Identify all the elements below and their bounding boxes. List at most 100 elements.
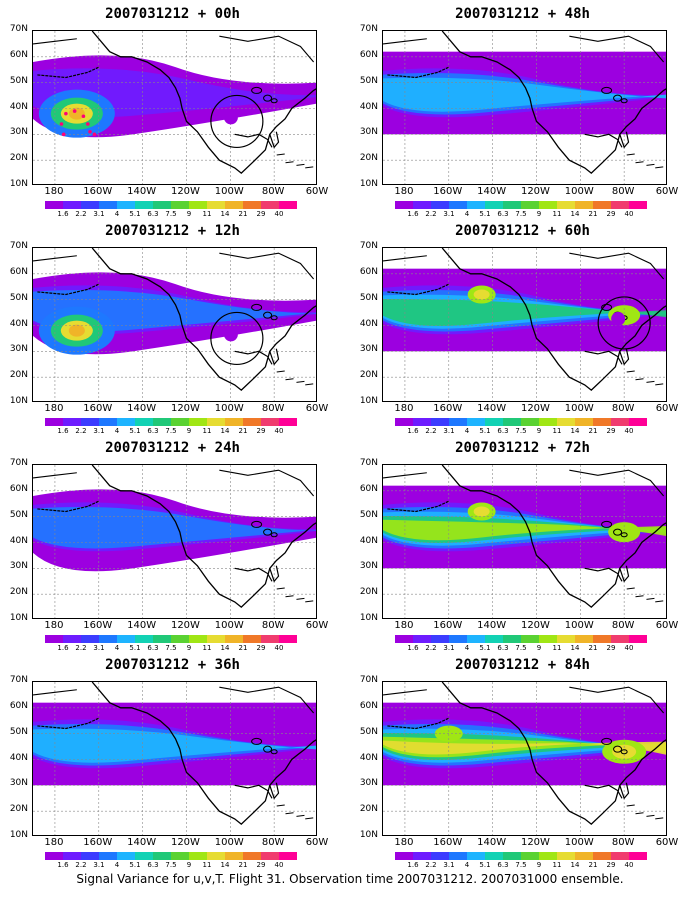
lon-tick-label: 160W <box>83 403 113 414</box>
lat-tick-label: 10N <box>359 830 378 840</box>
gulf-coast <box>584 350 623 365</box>
colorbar-swatch <box>99 635 117 643</box>
lat-tick-label: 50N <box>359 726 378 737</box>
aleutian-islands <box>387 283 450 296</box>
colorbar-label: 6.3 <box>497 644 509 652</box>
flight-track-point <box>81 114 86 119</box>
map-area <box>382 464 667 619</box>
colorbar-swatch <box>207 201 225 209</box>
colorbar-label: 11 <box>202 861 212 869</box>
colorbar-swatch <box>99 852 117 860</box>
lon-tick-label: 60W <box>655 837 679 848</box>
flight-track-point <box>59 122 64 126</box>
lon-tick-label: 160W <box>433 620 463 631</box>
colorbar-label: 2.2 <box>75 210 87 218</box>
island-outline <box>626 370 635 373</box>
panel-title: 2007031212 + 48h <box>455 6 590 22</box>
lake-outline <box>251 737 263 745</box>
colorbar <box>395 852 647 860</box>
lake-outline <box>620 749 628 755</box>
colorbar-label: 2.2 <box>75 427 87 435</box>
colorbar-swatch <box>225 201 243 209</box>
lake-outline <box>270 749 278 755</box>
siberia-coast <box>383 689 427 696</box>
colorbar-swatch <box>431 635 449 643</box>
siberia-coast <box>383 472 427 479</box>
lat-tick-label: 60N <box>359 49 378 60</box>
colorbar-swatch <box>503 418 521 426</box>
colorbar-label: 1.6 <box>407 427 419 435</box>
lake-outline <box>613 94 623 102</box>
colorbar-swatch <box>261 852 279 860</box>
colorbar-label: 11 <box>552 427 562 435</box>
island-outline <box>626 804 635 807</box>
colorbar-label: 9 <box>536 427 542 435</box>
map-panel: 2007031212 + 36h 70N 60N 50N 40N 30N 20N 10N 180… <box>0 651 340 869</box>
observation-blob <box>223 327 238 342</box>
siberia-coast <box>33 255 77 262</box>
colorbar-label: 5.1 <box>479 644 491 652</box>
observation-circle <box>210 311 264 366</box>
arctic-coast <box>569 686 665 714</box>
observation-blob <box>223 110 238 125</box>
island-outline <box>305 166 314 169</box>
coastline <box>441 465 666 608</box>
colorbar-label: 4 <box>114 861 120 869</box>
lon-tick-label: 180 <box>394 403 414 414</box>
lon-tick-label: 60W <box>305 837 329 848</box>
lat-tick-label: 30N <box>359 344 378 355</box>
colorbar-swatch <box>135 201 153 209</box>
map-area <box>32 464 317 619</box>
gulf-coast <box>584 784 623 799</box>
colorbar-label: 14 <box>570 427 580 435</box>
colorbar-swatch <box>117 635 135 643</box>
lon-tick-label: 140W <box>127 186 157 197</box>
colorbar-swatch <box>279 852 297 860</box>
lon-tick-label: 60W <box>655 403 679 414</box>
lon-tick-label: 120W <box>170 403 200 414</box>
lon-tick-label: 60W <box>305 186 329 197</box>
hotspot-core <box>68 324 85 337</box>
lake-outline <box>270 315 278 321</box>
hotspot-core <box>68 107 85 120</box>
island-outline <box>646 163 655 166</box>
map-panel: 2007031212 + 60h 70N 60N 50N 40N 30N 20N 10N 180… <box>350 217 690 435</box>
lake-outline <box>270 98 278 104</box>
gulf-coast <box>234 133 273 148</box>
colorbar-swatch <box>611 635 629 643</box>
colorbar-label: 1.6 <box>57 427 69 435</box>
lat-tick-label: 10N <box>359 179 378 189</box>
colorbar-label: 9 <box>536 210 542 218</box>
lon-tick-label: 140W <box>477 837 507 848</box>
colorbar-swatch <box>189 635 207 643</box>
lake-outline <box>263 94 273 102</box>
siberia-coast <box>383 255 427 262</box>
lat-tick-label: 50N <box>9 726 28 737</box>
lake-outline <box>263 311 273 319</box>
island-outline <box>276 370 285 373</box>
lat-tick-label: 20N <box>9 804 28 815</box>
lon-tick-label: 180 <box>44 186 64 197</box>
colorbar-label: 21 <box>238 210 248 218</box>
island-outline <box>635 378 644 381</box>
island-outline <box>635 595 644 598</box>
variance-contour <box>33 728 316 763</box>
colorbar-label: 2.2 <box>425 644 437 652</box>
lon-tick-label: 160W <box>83 620 113 631</box>
colorbar-label: 1.6 <box>57 644 69 652</box>
colorbar-swatch <box>503 635 521 643</box>
colorbar-swatch <box>81 852 99 860</box>
lat-tick-label: 30N <box>9 127 28 138</box>
colorbar-label: 11 <box>202 210 212 218</box>
colorbar <box>45 852 297 860</box>
colorbar-swatch <box>557 418 575 426</box>
colorbar-swatch <box>395 418 413 426</box>
map-area <box>382 30 667 185</box>
colorbar-label: 7.5 <box>165 427 177 435</box>
lat-tick-label: 40N <box>9 101 28 112</box>
colorbar-label: 21 <box>238 644 248 652</box>
colorbar-swatch <box>261 635 279 643</box>
colorbar-swatch <box>225 635 243 643</box>
lat-tick-label: 10N <box>9 179 28 189</box>
variance-contour <box>33 507 316 549</box>
